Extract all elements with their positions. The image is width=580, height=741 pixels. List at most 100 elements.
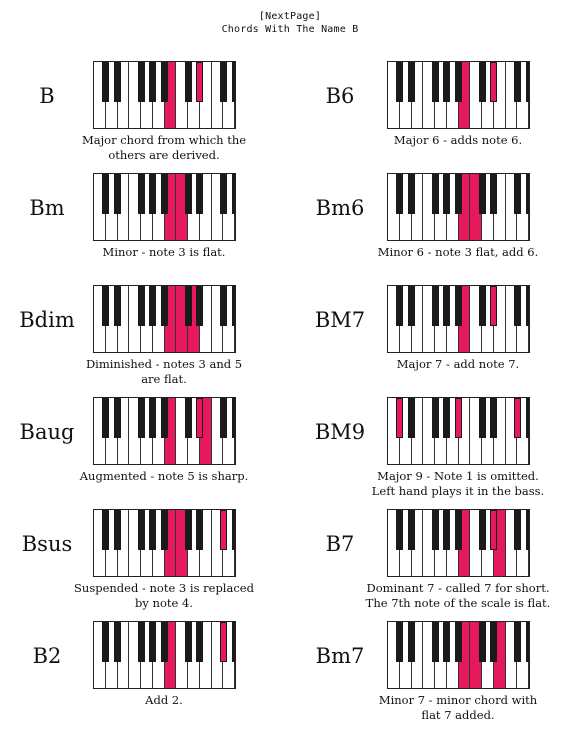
black-key bbox=[455, 62, 462, 102]
black-key bbox=[196, 286, 204, 326]
chord-caption: Suspended - note 3 is replaced by note 4. bbox=[64, 581, 264, 611]
caption-line: Diminished - notes 3 and 5 bbox=[85, 357, 243, 371]
piano-keyboard bbox=[93, 621, 236, 689]
black-key bbox=[431, 62, 439, 102]
black-key bbox=[525, 62, 529, 102]
black-key bbox=[114, 510, 121, 550]
black-key bbox=[231, 174, 235, 214]
white-key bbox=[199, 62, 212, 128]
caption-line: Minor - note 3 is flat. bbox=[102, 245, 226, 259]
caption-line: The 7th note of the scale is flat. bbox=[365, 596, 551, 610]
black-key bbox=[408, 62, 415, 102]
black-key bbox=[443, 62, 451, 102]
black-key bbox=[490, 622, 498, 662]
black-key bbox=[102, 398, 110, 438]
chord-cell: B Major chord from which the others are de… bbox=[0, 61, 290, 173]
black-key bbox=[184, 174, 192, 214]
chord-caption: Add 2. bbox=[64, 693, 264, 708]
chord-name: B6 bbox=[325, 84, 355, 108]
chord-cell: BM7 Major 7 - add note 7. bbox=[0, 285, 530, 397]
piano-keyboard bbox=[93, 61, 236, 129]
black-key bbox=[137, 174, 145, 214]
black-key-highlighted bbox=[196, 398, 204, 438]
black-key bbox=[478, 174, 486, 214]
black-key bbox=[184, 62, 192, 102]
black-key-highlighted bbox=[490, 510, 498, 550]
black-key bbox=[196, 622, 204, 662]
black-key bbox=[184, 510, 192, 550]
white-key bbox=[493, 174, 506, 240]
chord-caption: Major 9 - Note 1 is omitted. Left hand pl… bbox=[358, 469, 558, 499]
black-key bbox=[478, 510, 486, 550]
white-key bbox=[493, 62, 506, 128]
black-key bbox=[161, 398, 168, 438]
black-key bbox=[525, 398, 529, 438]
page-header: [NextPage] Chords With The Name B bbox=[0, 10, 580, 36]
black-key bbox=[149, 286, 157, 326]
white-key-highlighted bbox=[458, 286, 471, 352]
white-key-highlighted bbox=[199, 398, 212, 464]
black-key bbox=[161, 622, 168, 662]
chord-cell: B2 Add 2. bbox=[0, 621, 290, 733]
white-key bbox=[117, 286, 130, 352]
chord-name: Bm bbox=[29, 196, 65, 220]
black-key bbox=[184, 398, 192, 438]
chord-cell: Bsus Suspended - note 3 is replaced by not… bbox=[0, 509, 290, 621]
black-key bbox=[525, 510, 529, 550]
chord-cell: B6 Major 6 - adds note 6. bbox=[0, 61, 530, 173]
white-key bbox=[411, 398, 424, 464]
black-key bbox=[231, 62, 235, 102]
black-key bbox=[431, 510, 439, 550]
white-key-highlighted bbox=[458, 174, 471, 240]
piano-keyboard bbox=[93, 509, 236, 577]
chord-caption: Augmented - note 5 is sharp. bbox=[64, 469, 264, 484]
white-key bbox=[117, 174, 130, 240]
chord-name: B bbox=[39, 84, 55, 108]
black-key bbox=[161, 62, 168, 102]
piano-keyboard bbox=[93, 397, 236, 465]
white-key bbox=[117, 510, 130, 576]
black-key bbox=[161, 286, 168, 326]
chord-name: BM7 bbox=[314, 308, 366, 332]
white-key bbox=[411, 174, 424, 240]
black-key bbox=[408, 510, 415, 550]
black-key bbox=[431, 622, 439, 662]
black-key bbox=[513, 286, 521, 326]
white-key bbox=[117, 62, 130, 128]
black-key bbox=[408, 398, 415, 438]
black-key bbox=[478, 286, 486, 326]
chord-cell: Bm Minor - note 3 is flat. bbox=[0, 173, 290, 285]
black-key bbox=[137, 622, 145, 662]
black-key bbox=[408, 622, 415, 662]
next-page-link[interactable]: [NextPage] bbox=[258, 11, 322, 22]
chord-name: Bm6 bbox=[315, 196, 365, 220]
piano-keyboard bbox=[387, 397, 530, 465]
black-key bbox=[149, 398, 157, 438]
white-key-highlighted bbox=[458, 510, 471, 576]
black-key bbox=[525, 174, 529, 214]
black-key bbox=[219, 174, 227, 214]
black-key-highlighted bbox=[513, 398, 521, 438]
black-key-highlighted bbox=[396, 398, 404, 438]
white-key bbox=[199, 286, 212, 352]
white-key bbox=[117, 622, 130, 688]
caption-line: Major 6 - adds note 6. bbox=[393, 133, 523, 147]
black-key bbox=[231, 398, 235, 438]
black-key bbox=[231, 286, 235, 326]
white-key bbox=[493, 398, 506, 464]
white-key-highlighted bbox=[164, 286, 177, 352]
black-key bbox=[184, 286, 192, 326]
caption-line: Dominant 7 - called 7 for short. bbox=[366, 581, 550, 595]
chord-name: Baug bbox=[19, 420, 75, 444]
black-key bbox=[490, 398, 498, 438]
caption-line: Major 9 - Note 1 is omitted. bbox=[377, 469, 539, 483]
white-key-highlighted bbox=[493, 510, 506, 576]
black-key bbox=[443, 174, 451, 214]
white-key-highlighted bbox=[493, 622, 506, 688]
black-key bbox=[137, 286, 145, 326]
black-key bbox=[149, 174, 157, 214]
black-key bbox=[114, 62, 121, 102]
black-key-highlighted bbox=[455, 398, 462, 438]
black-key bbox=[149, 62, 157, 102]
black-key bbox=[114, 398, 121, 438]
